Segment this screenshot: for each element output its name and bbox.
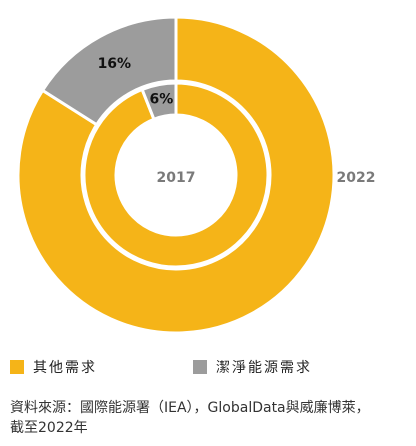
legend-label-clean-energy-demand: 潔淨能源需求 xyxy=(216,360,312,376)
ring-label-2022: 2022 xyxy=(337,170,376,186)
legend-item-clean-energy-demand: 潔淨能源需求 xyxy=(193,357,312,377)
slice-2017-clean-energy-demand xyxy=(140,81,178,121)
data-label-2022: 16% xyxy=(98,56,132,72)
legend-swatch-clean-energy-demand xyxy=(193,360,207,374)
slice-2022-other-demand xyxy=(16,15,336,335)
ring-label-2017: 2017 xyxy=(157,170,196,186)
source-note-line-2: 截至2022年 xyxy=(10,420,88,436)
nested-donut-chart: 16% 2022 6% 2017 xyxy=(16,15,376,335)
legend-item-other-demand: 其他需求 xyxy=(10,357,97,377)
data-label-2017: 6% xyxy=(149,91,173,107)
legend: 其他需求 潔淨能源需求 xyxy=(10,357,410,377)
source-note-line-1: 資料來源：國際能源署（IEA），GlobalData與威廉博萊， xyxy=(10,400,370,416)
legend-label-other-demand: 其他需求 xyxy=(33,360,97,376)
slice-2017-other-demand xyxy=(82,81,270,269)
source-note: 資料來源：國際能源署（IEA），GlobalData與威廉博萊， 截至2022年 xyxy=(10,398,410,438)
legend-swatch-other-demand xyxy=(10,360,24,374)
slice-2022-clean-energy-demand xyxy=(41,15,178,127)
